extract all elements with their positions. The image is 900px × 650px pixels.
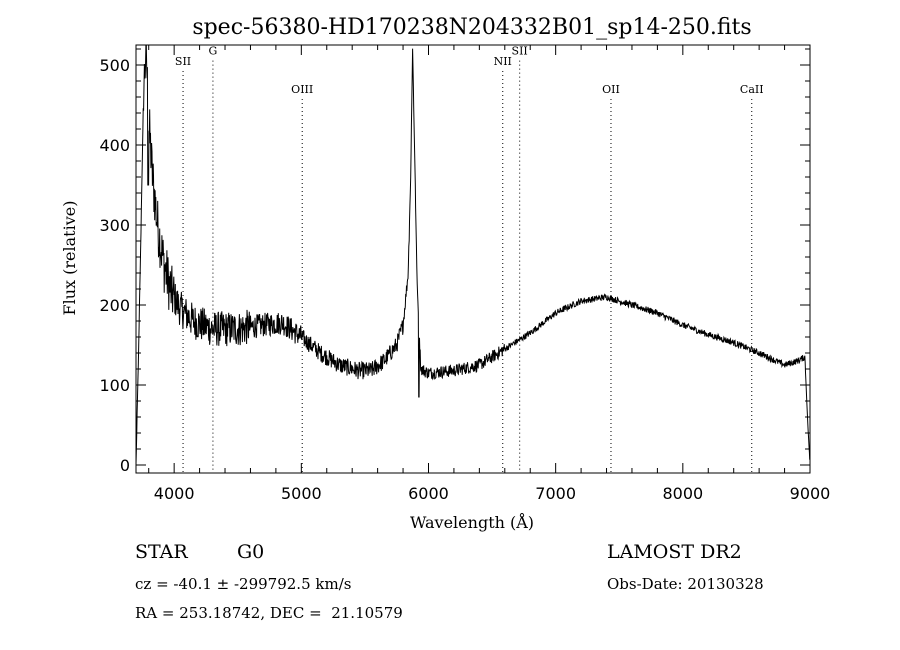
y-tick-label: 200	[99, 296, 130, 315]
x-axis-label: Wavelength (Å)	[410, 512, 534, 532]
coordinates-readout: RA = 253.18742, DEC = 21.10579	[135, 604, 403, 622]
y-tick-label: 300	[99, 216, 130, 235]
y-axis: 0 100 200 300 400 500	[99, 48, 810, 475]
spectral-line-label: SII	[512, 45, 528, 58]
y-axis-label: Flux (relative)	[60, 201, 79, 316]
plot-frame	[135, 44, 811, 474]
obs-date: Obs-Date: 20130328	[607, 575, 764, 593]
spectral-line-label: G	[209, 45, 218, 58]
spectral-line-label: CaII	[740, 83, 764, 96]
x-tick-label: 6000	[408, 484, 449, 503]
spectral-line-label: NII	[494, 55, 512, 68]
redshift-readout: cz = -40.1 ± -299792.5 km/s	[135, 575, 352, 593]
x-tick-label: 7000	[535, 484, 576, 503]
spectral-line-label: OIII	[291, 83, 313, 96]
spectral-line-label: SII	[175, 55, 191, 68]
x-tick-label: 9000	[790, 484, 831, 503]
y-tick-label: 400	[99, 136, 130, 155]
x-tick-label: 5000	[281, 484, 322, 503]
survey-name: LAMOST DR2	[607, 541, 742, 563]
object-class: STAR	[135, 541, 188, 563]
spectral-line-label: OII	[602, 83, 620, 96]
chart-title: spec-56380-HD170238N204332B01_sp14-250.f…	[192, 15, 751, 40]
y-tick-label: 500	[99, 56, 130, 75]
x-axis: 4000 5000 6000 7000 8000 9000	[148, 45, 831, 503]
y-tick-label: 0	[120, 456, 130, 475]
spectrum-line	[135, 44, 811, 465]
x-tick-label: 8000	[662, 484, 703, 503]
object-subclass: G0	[237, 541, 265, 563]
y-tick-label: 100	[99, 376, 130, 395]
x-tick-label: 4000	[154, 484, 195, 503]
